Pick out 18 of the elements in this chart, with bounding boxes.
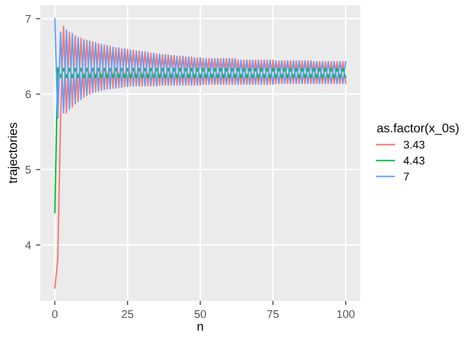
x-tick-label: 25	[122, 310, 134, 318]
y-tick-label: 5	[26, 166, 31, 174]
line-series	[54, 66, 346, 214]
y-axis-title: trajectories	[8, 122, 20, 184]
line-series	[54, 26, 346, 289]
y-tick-label: 4	[25, 241, 31, 250]
x-tick-label: 0	[52, 310, 58, 318]
x-tick-label: 100	[337, 310, 355, 318]
legend-label: 3.43	[404, 140, 424, 149]
x-tick-label: 50	[194, 310, 206, 318]
legend-title: as.factor(x_0s)	[377, 123, 459, 135]
legend-label: 4.43	[404, 156, 424, 165]
y-tick-label: 7	[26, 15, 31, 23]
y-tick-label: 6	[26, 90, 31, 98]
line-series	[54, 18, 346, 119]
x-tick-label: 75	[267, 310, 279, 318]
x-axis-title: n	[198, 324, 203, 331]
legend-label: 7	[404, 172, 409, 180]
